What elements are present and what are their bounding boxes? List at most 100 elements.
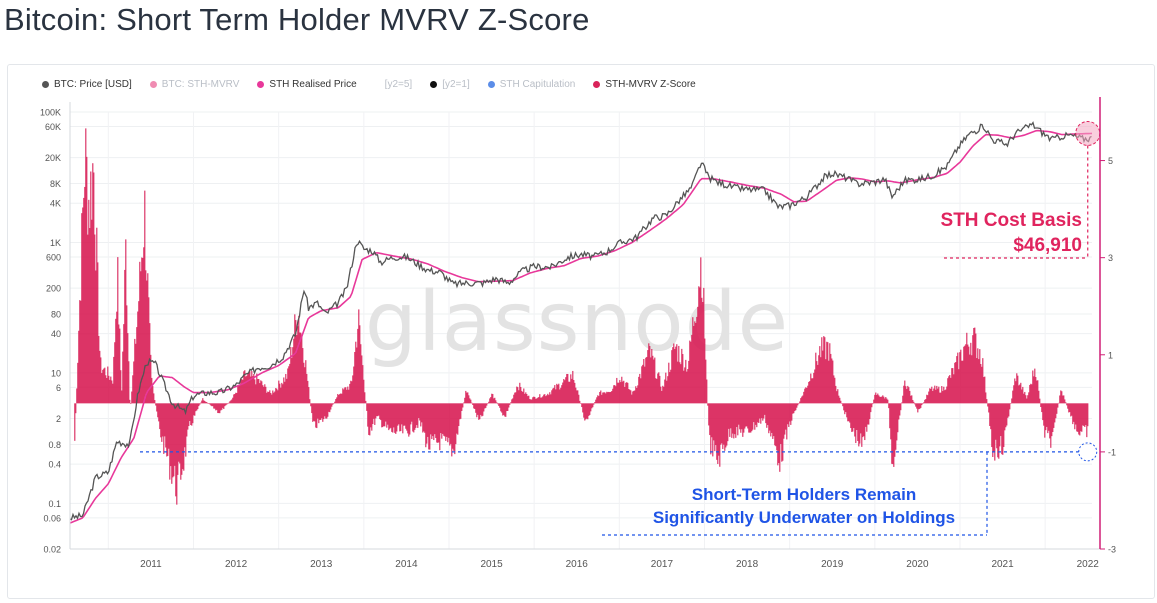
zscore-bar [624, 386, 626, 404]
zscore-bar [240, 378, 242, 404]
legend-label: BTC: Price [USD] [54, 78, 132, 90]
zscore-bar [626, 382, 628, 404]
zscore-bar [724, 403, 726, 451]
zscore-bar [227, 403, 229, 404]
zscore-bar [571, 378, 573, 404]
zscore-bar [1058, 402, 1060, 404]
zscore-bar [577, 390, 579, 404]
zscore-bar [162, 403, 164, 437]
zscore-bar [861, 403, 863, 447]
zscore-bar [716, 403, 718, 460]
zscore-bar [786, 403, 788, 440]
zscore-bar [146, 280, 148, 404]
zscore-bar [540, 397, 542, 404]
zscore-bar [903, 385, 905, 404]
zscore-bar [475, 403, 477, 413]
zscore-bar [517, 387, 519, 404]
zscore-bar [1018, 385, 1020, 404]
zscore-bar [1060, 390, 1062, 404]
y-left-tick-label: 10 [51, 368, 61, 378]
zscore-bar [1048, 403, 1050, 431]
zscore-bar [91, 219, 93, 404]
zscore-bar [667, 376, 669, 404]
zscore-bar [956, 356, 958, 404]
zscore-bar [928, 391, 930, 404]
y-right-tick-label: -1 [1108, 447, 1116, 457]
zscore-bar [911, 395, 913, 404]
legend-item-y2-1[interactable]: [y2=1] [430, 79, 470, 90]
zscore-bar [460, 403, 462, 419]
legend-item-sth-realised-price[interactable]: STH Realised Price [257, 79, 357, 90]
zscore-bar [84, 186, 86, 404]
zscore-bar [610, 391, 612, 404]
x-tick-label: 2011 [140, 559, 162, 570]
zscore-bar [233, 394, 235, 404]
zscore-bar [458, 403, 460, 427]
zscore-bar [938, 386, 940, 404]
zscore-bar [190, 403, 192, 426]
zscore-bar [285, 373, 287, 404]
zscore-bar [172, 403, 174, 478]
zscore-bar [176, 403, 178, 505]
zscore-bar [322, 403, 324, 422]
legend-item-sth-capitulation[interactable]: STH Capitulation [487, 79, 575, 90]
zscore-bar [709, 403, 711, 436]
zscore-bar [448, 403, 450, 438]
zscore-bar [533, 396, 535, 404]
zscore-bar [485, 403, 487, 408]
zscore-bar [591, 403, 593, 409]
zscore-bar [807, 385, 809, 404]
zscore-bar [789, 403, 791, 422]
zscore-bar [486, 403, 488, 406]
zscore-bar [385, 403, 387, 422]
zscore-bar [801, 396, 803, 404]
legend-item-sth-mvrv-zscore[interactable]: STH-MVRV Z-Score [593, 79, 696, 90]
zscore-bar [532, 397, 534, 404]
zscore-bar [951, 368, 953, 404]
zscore-bar [988, 403, 990, 413]
zscore-bar [400, 403, 402, 431]
zscore-bar [556, 383, 558, 404]
zscore-bar [897, 403, 899, 433]
zscore-bar [1080, 403, 1082, 432]
zscore-bar [934, 385, 936, 404]
underwater-line-1: Short-Term Holders Remain [691, 485, 917, 504]
zscore-bar [736, 403, 738, 427]
zscore-bar [869, 403, 871, 420]
zscore-bar [825, 359, 827, 404]
zscore-bar [186, 403, 188, 437]
zscore-bar [638, 376, 640, 404]
zscore-bar [837, 389, 839, 404]
zscore-bar [939, 392, 941, 404]
legend-dot-icon [430, 80, 438, 88]
zscore-bar [1037, 380, 1039, 404]
zscore-bar [946, 386, 948, 404]
y-left-tick-label: 600 [46, 252, 61, 262]
zscore-bar [219, 403, 221, 414]
zscore-bar [966, 332, 968, 404]
legend-item-btc-price[interactable]: BTC: Price [USD] [42, 79, 132, 90]
zscore-bar [377, 403, 379, 417]
realised-layer [69, 129, 1093, 524]
zscore-bar [625, 382, 627, 404]
zscore-bar [492, 394, 494, 404]
zscore-bar [757, 403, 759, 423]
zscore-bar [465, 390, 467, 404]
x-tick-label: 2012 [225, 559, 248, 570]
zscore-bar [265, 386, 267, 404]
zscore-bar [629, 389, 631, 404]
zscore-bar [270, 393, 272, 404]
zscore-bar [601, 394, 603, 404]
legend-item-sth-mvrv[interactable]: BTC: STH-MVRV [149, 79, 239, 90]
zscore-bar [710, 403, 712, 455]
zscore-bar [512, 398, 514, 404]
zscore-bar [429, 403, 431, 450]
zscore-bar [650, 357, 652, 404]
legend-item-y2-5[interactable]: [y2=5] [385, 79, 413, 90]
zscore-bar [783, 403, 785, 439]
zscore-bar [989, 403, 991, 426]
zscore-bar [170, 403, 172, 467]
x-tick-label: 2016 [566, 559, 589, 570]
zscore-bar [916, 403, 918, 409]
zscore-bar [85, 128, 87, 404]
